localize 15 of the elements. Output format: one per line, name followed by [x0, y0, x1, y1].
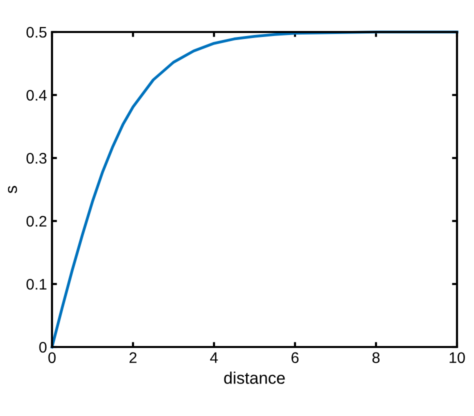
y-tick-label: 0.4 — [26, 90, 47, 101]
y-tick-label: 0.1 — [26, 278, 46, 290]
y-tick-label: 0.3 — [26, 152, 46, 164]
x-tick-label: 0 — [48, 352, 56, 364]
y-tick-label: 0.2 — [26, 216, 46, 227]
x-tick-label: 2 — [130, 352, 136, 363]
y-tick-label: 0.5 — [26, 26, 46, 38]
x-tick-label: 6 — [292, 352, 299, 364]
line-series — [50, 30, 458, 348]
x-tick-label: 4 — [210, 352, 218, 363]
x-tick-label: 10 — [450, 352, 465, 364]
y-axis-title: s — [8, 186, 18, 194]
y-tick-label: 0 — [39, 342, 47, 353]
x-axis-title: distance — [224, 372, 285, 384]
x-tick-label: 8 — [372, 352, 380, 364]
